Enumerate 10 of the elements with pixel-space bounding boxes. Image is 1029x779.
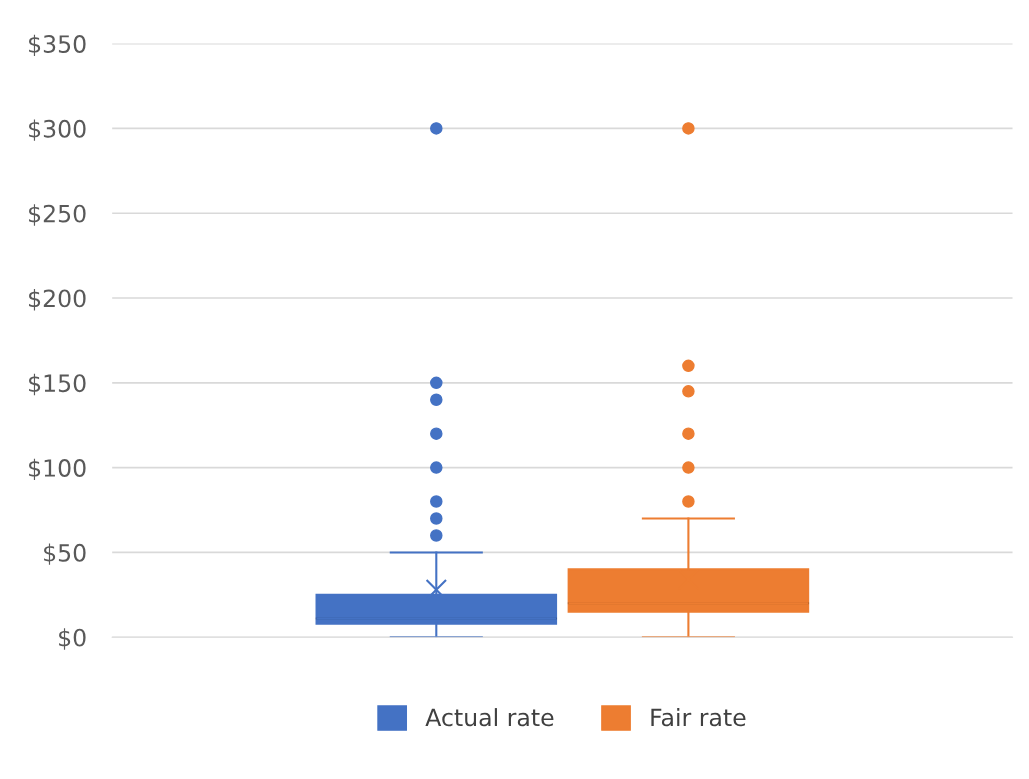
y-tick-label: $0 xyxy=(59,628,86,650)
y-tick-label: $200 xyxy=(29,289,86,311)
legend-label: Actual rate xyxy=(425,708,554,727)
y-tick-label: $250 xyxy=(29,204,86,226)
y-tick-label: $150 xyxy=(29,373,86,396)
y-tick-label: $300 xyxy=(29,119,86,141)
legend-label: Fair rate xyxy=(651,708,746,727)
y-tick-label: $100 xyxy=(29,458,86,481)
y-tick-label: $350 xyxy=(29,34,86,57)
y-tick-label: $50 xyxy=(44,543,86,565)
